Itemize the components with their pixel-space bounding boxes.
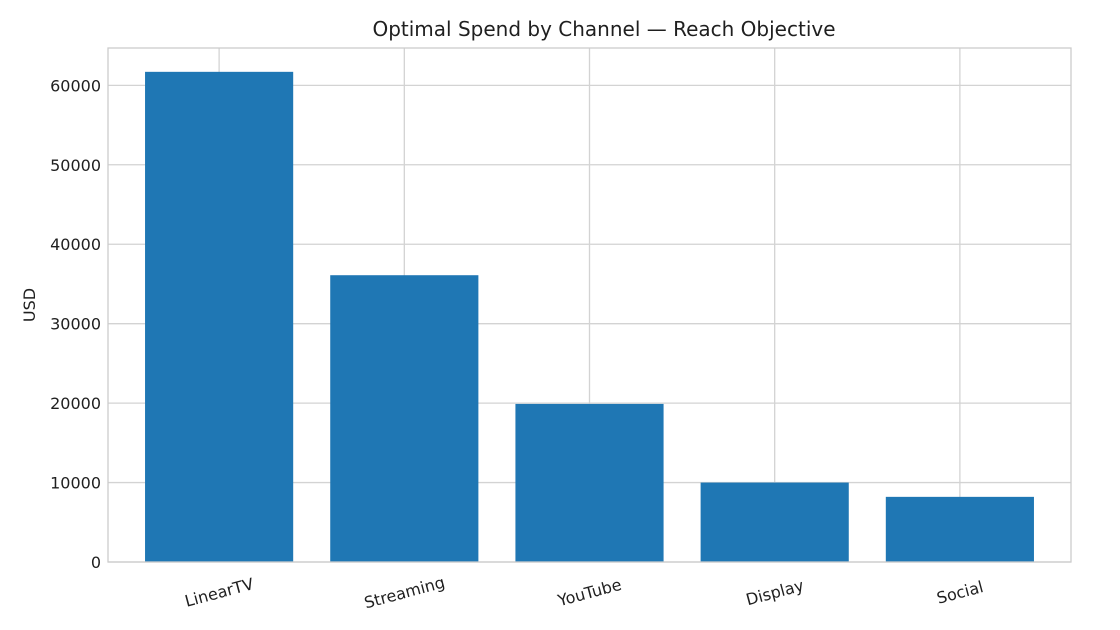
chart-title: Optimal Spend by Channel — Reach Objecti…	[372, 17, 835, 41]
x-tick-label: Streaming	[362, 573, 447, 613]
plot-frame	[107, 47, 1072, 563]
y-tick-labels: 0 10000 20000 30000 40000 50000 60000	[50, 76, 101, 572]
bars	[145, 71, 1034, 563]
bar-lineartv	[145, 71, 294, 563]
y-tick-label: 50000	[50, 156, 101, 175]
bar-display	[700, 482, 849, 562]
y-tick-label: 0	[91, 553, 101, 572]
y-tick-label: 40000	[50, 235, 101, 254]
bar-streaming	[330, 275, 479, 562]
x-tick-label: LinearTV	[183, 574, 256, 611]
x-tick-label: YouTube	[555, 575, 624, 610]
bar-youtube	[515, 403, 664, 562]
y-tick-label: 30000	[50, 315, 101, 334]
x-tick-label: Display	[744, 576, 806, 610]
y-tick-label: 20000	[50, 394, 101, 413]
y-axis-label: USD	[20, 288, 39, 322]
y-tick-label: 60000	[50, 76, 101, 95]
x-tick-label: Social	[935, 577, 986, 608]
y-tick-label: 10000	[50, 474, 101, 493]
x-tick-labels: LinearTV Streaming YouTube Display Social	[183, 573, 986, 613]
bar-social	[885, 496, 1034, 562]
